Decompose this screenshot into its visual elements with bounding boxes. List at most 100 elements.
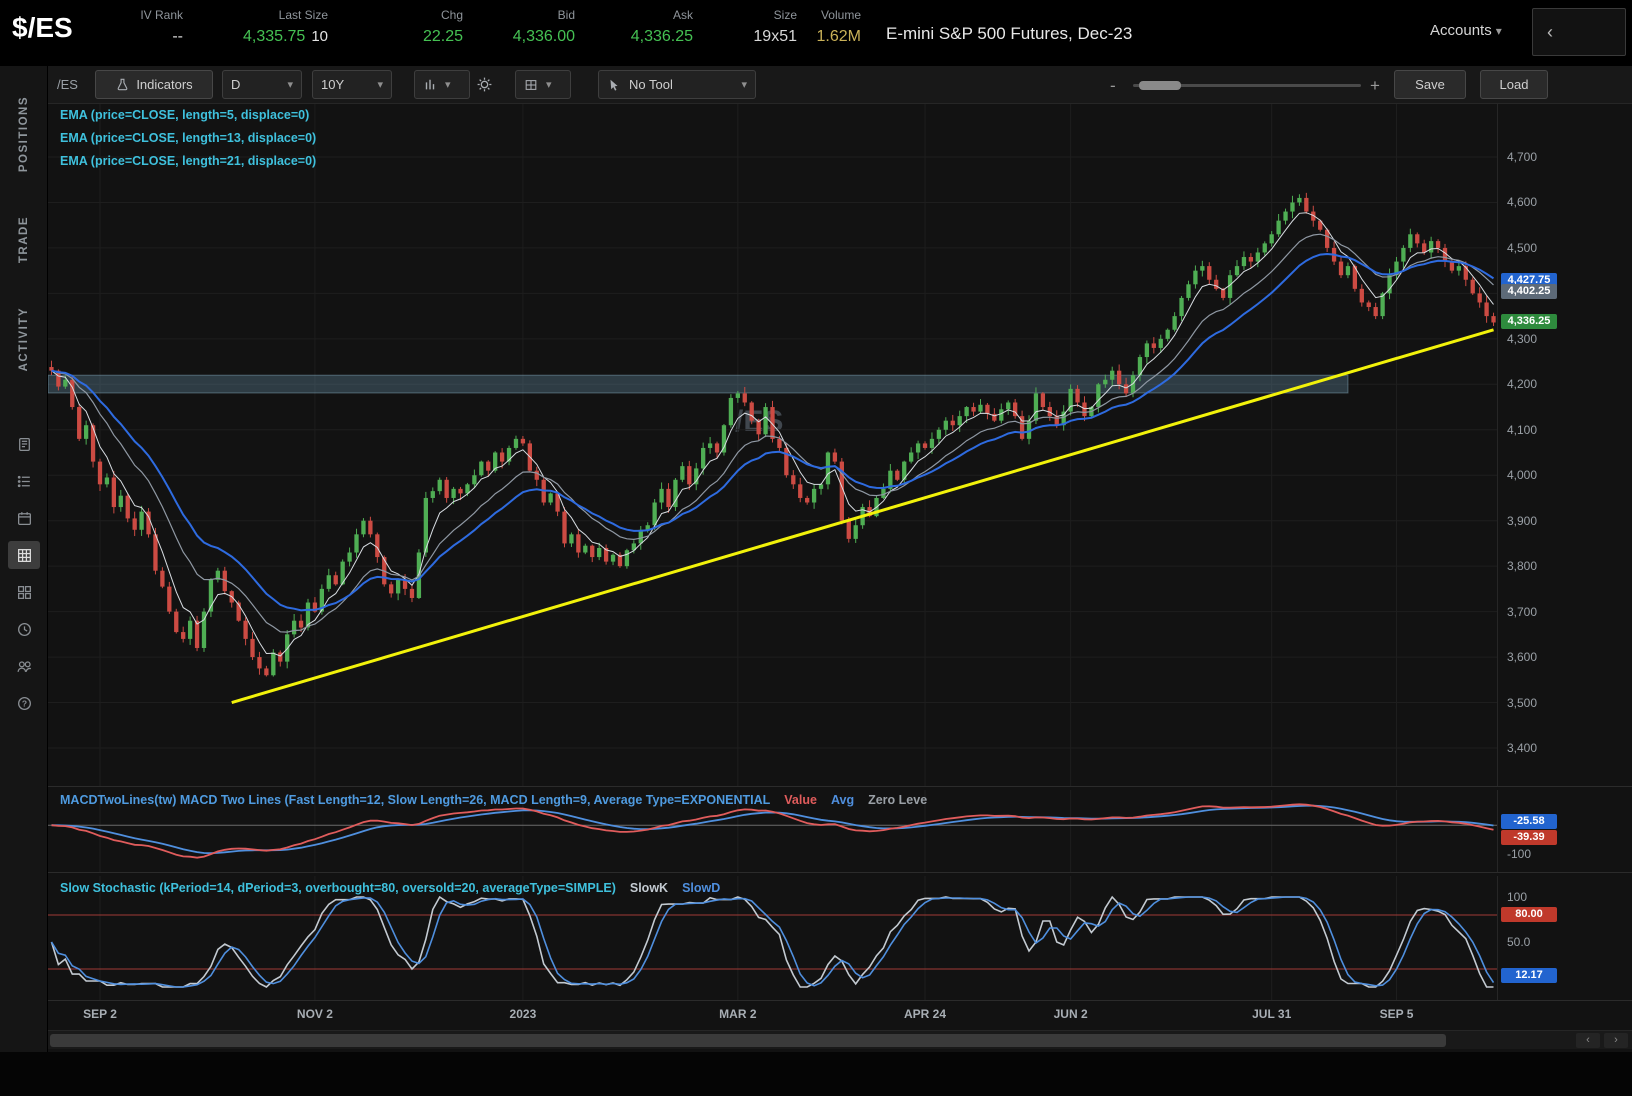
panel-divider — [48, 786, 1632, 787]
macd-legend: Value Avg Zero Leve — [770, 793, 927, 807]
chevron-down-icon: ▾ — [546, 79, 552, 91]
quote-field-value: 19x51 — [753, 28, 797, 45]
bar-chart-icon — [423, 78, 437, 92]
price-chart-canvas — [48, 104, 1497, 786]
cursor-arrow-icon — [607, 78, 621, 92]
zoom-slider[interactable] — [1133, 81, 1361, 90]
ema-13-line — [51, 233, 1494, 633]
calendar-icon[interactable] — [8, 504, 40, 532]
macd-legend-item: Zero Leve — [868, 793, 928, 807]
price-chart — [48, 104, 1497, 786]
price-badge: 4,402.25 — [1501, 284, 1557, 300]
chart-toolbar: /ES Indicators D ▾ 10Y ▾ ▾ — [48, 66, 1632, 104]
zoom-in-button[interactable]: + — [1370, 76, 1380, 95]
scrollbar-handle[interactable] — [50, 1034, 1446, 1047]
load-label: Load — [1499, 77, 1529, 92]
layout-grid-dropdown[interactable]: ▾ — [515, 70, 571, 99]
quote-field-chg: Chg 22.25 — [330, 6, 465, 46]
quote-field-value: -- — [172, 28, 183, 45]
trendline-drawing[interactable] — [231, 328, 1494, 704]
macd-study-label[interactable]: MACDTwoLines(tw) MACD Two Lines (Fast Le… — [60, 793, 927, 807]
slowd-line — [50, 896, 1495, 988]
quote-field-value: 4,336.25 — [630, 28, 693, 45]
date-axis[interactable]: SEP 2 NOV 2 2023 MAR 2 APR 24 JUN 2 JUL 31 SEP … — [48, 1002, 1497, 1028]
date-tick-label: JUN 2 — [1053, 1007, 1088, 1021]
support-zone-drawing[interactable] — [48, 374, 1349, 394]
macd-value-badge: -25.58 — [1501, 814, 1557, 829]
price-axis-label: 3,900 — [1507, 513, 1538, 528]
scroll-right-button[interactable]: › — [1604, 1033, 1628, 1048]
collapse-panel-button[interactable]: ‹ — [1532, 8, 1626, 56]
drawing-tool-dropdown[interactable]: No Tool ▾ — [598, 70, 756, 99]
indicators-button[interactable]: Indicators — [95, 70, 213, 99]
stochastic-axis-label: 100 — [1507, 890, 1528, 904]
scroll-left-button[interactable]: ‹ — [1576, 1033, 1600, 1048]
horizontal-scrollbar[interactable]: ‹ › — [48, 1030, 1632, 1049]
sidebar-icons: ? — [0, 430, 48, 717]
date-tick-label: SEP 5 — [1379, 1007, 1414, 1021]
chart-grid-icon[interactable] — [8, 541, 40, 569]
chart-style-dropdown[interactable]: ▾ — [414, 70, 470, 99]
macd-value-line — [51, 803, 1494, 859]
settings-gear-icon[interactable] — [476, 76, 493, 93]
chevron-down-icon: ▾ — [741, 79, 747, 91]
stochastic-title: Slow Stochastic (kPeriod=14, dPeriod=3, … — [60, 881, 616, 895]
stochastic-value-badge: 80.00 — [1501, 907, 1557, 922]
ema-legend-line-2[interactable]: EMA (price=CLOSE, length=13, displace=0) — [60, 131, 317, 145]
accounts-dropdown[interactable]: Accounts ▾ — [1430, 22, 1502, 39]
price-axis[interactable]: 4,7004,6004,5004,4004,3004,2004,1004,000… — [1497, 104, 1632, 786]
quote-field-label: Volume — [820, 8, 861, 22]
macd-axis-label: -100 — [1507, 847, 1532, 861]
slowk-line — [50, 895, 1494, 988]
stochastic-axis[interactable]: 100 50.0 80.00 12.17 — [1497, 876, 1632, 1000]
quote-field-iv-rank: IV Rank -- — [110, 6, 185, 46]
price-axis-label: 3,800 — [1507, 559, 1538, 574]
flask-icon — [115, 77, 130, 92]
price-axis-label: 4,600 — [1507, 195, 1538, 210]
panel-divider — [48, 872, 1632, 873]
quote-field-label: Bid — [557, 8, 575, 22]
price-axis-label: 3,500 — [1507, 695, 1538, 710]
zoom-out-button[interactable]: - — [1110, 76, 1116, 95]
chevron-down-icon: ▾ — [1495, 24, 1502, 38]
sidebar-tab-positions[interactable]: POSITIONS — [18, 96, 30, 173]
chart-area-background — [48, 66, 1632, 1052]
list-icon[interactable] — [8, 467, 40, 495]
date-tick-label: MAR 2 — [719, 1007, 757, 1021]
price-badge: 4,336.25 — [1501, 314, 1557, 330]
range-value: 10Y — [321, 77, 345, 92]
price-axis-label: 4,500 — [1507, 240, 1538, 255]
price-axis-label: 4,300 — [1507, 331, 1538, 346]
instrument-description: E-mini S&P 500 Futures, Dec-23 — [886, 24, 1133, 43]
save-button[interactable]: Save — [1394, 70, 1466, 99]
symbol-title: $/ES — [12, 12, 73, 43]
stochastic-panel — [48, 876, 1497, 1000]
macd-axis[interactable]: -100 -25.58 -39.39 — [1497, 790, 1632, 872]
people-icon[interactable] — [8, 652, 40, 680]
range-dropdown[interactable]: 10Y ▾ — [312, 70, 392, 99]
macd-avg-line — [51, 804, 1494, 855]
ema-legend-line-3[interactable]: EMA (price=CLOSE, length=21, displace=0) — [60, 154, 317, 168]
quote-field-label: Ask — [672, 8, 693, 22]
grid-panes-icon — [524, 78, 538, 92]
panel-divider — [48, 1000, 1632, 1001]
quote-header: $/ES IV Rank -- Last Size 4,335.75 10 Chg 22.2… — [0, 0, 1632, 66]
quote-field-label: IV Rank — [140, 8, 183, 22]
zoom-slider-handle[interactable] — [1139, 81, 1181, 90]
stochastic-study-label[interactable]: Slow Stochastic (kPeriod=14, dPeriod=3, … — [60, 881, 720, 895]
save-label: Save — [1415, 77, 1445, 92]
indicators-label: Indicators — [136, 77, 193, 92]
apps-icon[interactable] — [8, 578, 40, 606]
load-button[interactable]: Load — [1480, 70, 1548, 99]
aggregation-dropdown[interactable]: D ▾ — [222, 70, 302, 99]
chevron-down-icon: ▾ — [377, 79, 383, 91]
ema-legend-line-1[interactable]: EMA (price=CLOSE, length=5, displace=0) — [60, 108, 310, 122]
stochastic-legend-item: SlowK — [629, 881, 669, 895]
quote-fields: IV Rank -- Last Size 4,335.75 10 Chg 22.25 Bid 4… — [110, 6, 863, 46]
sidebar-tab-trade[interactable]: TRADE — [18, 216, 30, 264]
notes-icon[interactable] — [8, 430, 40, 458]
macd-canvas — [48, 790, 1497, 872]
clock-icon[interactable] — [8, 615, 40, 643]
help-icon[interactable]: ? — [8, 689, 40, 717]
sidebar-tab-activity[interactable]: ACTIVITY — [18, 307, 30, 372]
